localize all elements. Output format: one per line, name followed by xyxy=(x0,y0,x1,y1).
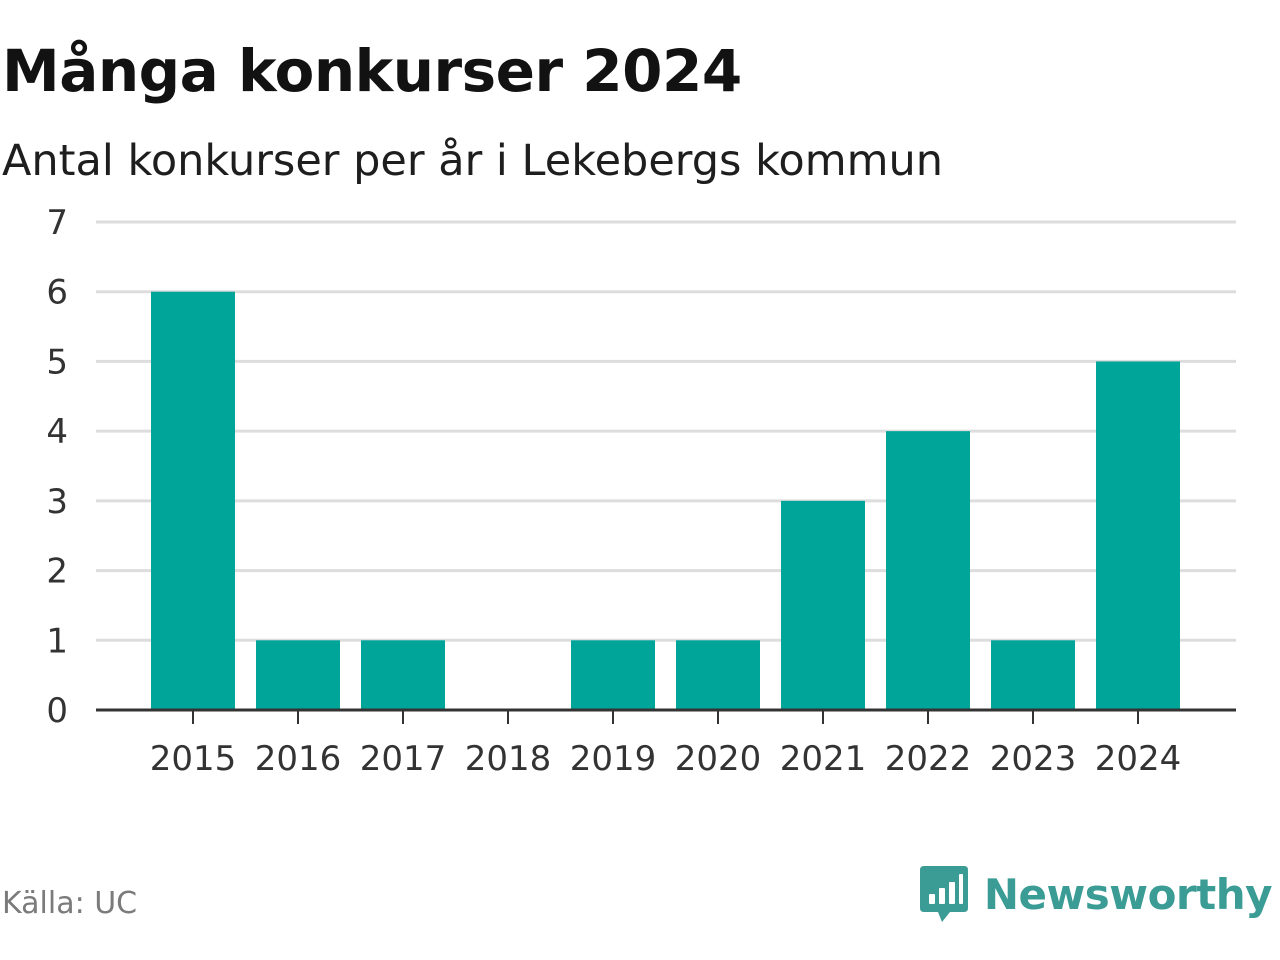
x-tick-label: 2023 xyxy=(990,739,1077,779)
chart-title: Många konkurser 2024 xyxy=(2,37,742,105)
x-tick-label: 2021 xyxy=(780,739,867,779)
y-axis-ticks: 0 1 2 3 4 5 6 7 xyxy=(46,203,68,731)
bar-2015 xyxy=(151,291,235,710)
y-tick-label: 1 xyxy=(46,621,68,661)
x-tick-label: 2017 xyxy=(360,739,447,779)
bar-2021 xyxy=(781,500,865,710)
y-tick-label: 6 xyxy=(46,273,68,313)
source-note: Källa: UC xyxy=(2,886,138,921)
bar-2024 xyxy=(1096,361,1180,710)
bar-2023 xyxy=(991,640,1075,710)
bars xyxy=(151,291,1180,710)
x-tick-label: 2019 xyxy=(570,739,657,779)
bar-2020 xyxy=(676,640,760,710)
chart-subtitle: Antal konkurser per år i Lekebergs kommu… xyxy=(2,136,944,186)
x-tick-label: 2020 xyxy=(675,739,762,779)
y-tick-label: 5 xyxy=(46,342,68,382)
bar-2019 xyxy=(571,640,655,710)
x-axis-ticks: 2015 2016 2017 2018 2019 2020 2021 2022 2023 2024 xyxy=(96,708,1236,779)
brand-logo[interactable]: Newsworthy xyxy=(918,862,1273,926)
brand-name: Newsworthy xyxy=(983,869,1273,919)
x-tick-label: 2018 xyxy=(465,739,552,779)
bar-2017 xyxy=(361,640,445,710)
bar-chart-speech-bubble-icon xyxy=(919,866,968,922)
bar-2016 xyxy=(256,640,340,710)
y-tick-label: 0 xyxy=(46,691,68,731)
x-tick-label: 2022 xyxy=(885,739,972,779)
x-tick-label: 2024 xyxy=(1095,739,1182,779)
y-tick-label: 2 xyxy=(46,552,68,592)
x-tick-label: 2015 xyxy=(150,739,237,779)
bar-chart: 0 1 2 3 4 5 6 7 2015 2016 2017 2018 2019 2020 2021 202… xyxy=(46,203,1236,779)
x-tick-label: 2016 xyxy=(255,739,342,779)
y-tick-label: 3 xyxy=(46,482,68,522)
gridlines xyxy=(96,220,1236,642)
y-tick-label: 7 xyxy=(46,203,68,243)
bar-2022 xyxy=(886,431,970,710)
y-tick-label: 4 xyxy=(46,412,68,452)
